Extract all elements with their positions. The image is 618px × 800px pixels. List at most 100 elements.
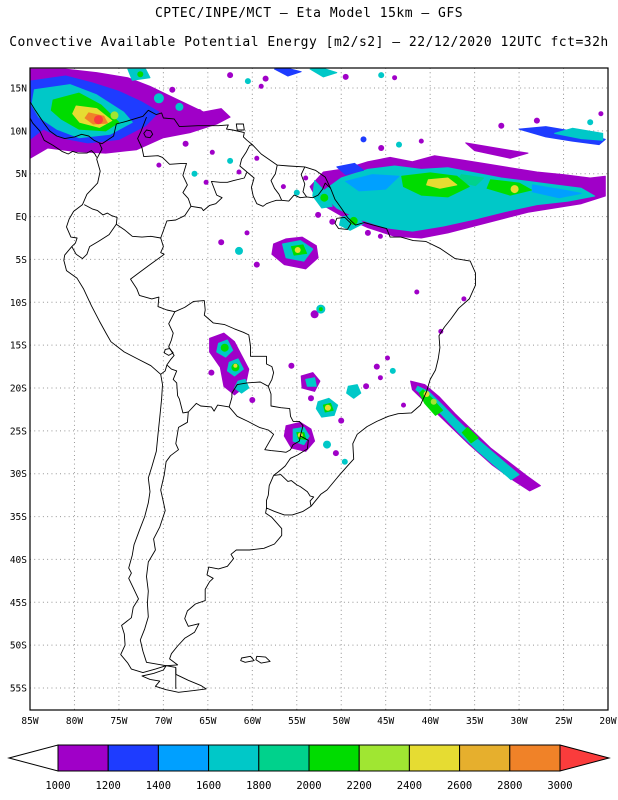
cape-spot-purple <box>533 117 540 124</box>
lat-tick-label: EQ <box>16 212 28 223</box>
figure-title: CPTEC/INPE/MCT — Eta Model 15km — GFS <box>155 6 463 21</box>
cape-spot-purple <box>288 362 295 369</box>
cape-spot-purple <box>385 355 390 361</box>
coast-or-border-line <box>190 171 248 212</box>
cape-region-blue <box>336 162 364 176</box>
lat-tick-label: 10S <box>10 298 27 309</box>
cape-spot-purple <box>364 229 371 236</box>
cape-spot-purple <box>315 211 322 218</box>
colorbar-tick-label: 1600 <box>196 780 221 792</box>
cape-spot-purple <box>169 86 176 93</box>
cape-spot-cyan <box>341 458 348 465</box>
colorbar-segment <box>509 744 561 772</box>
lon-tick-label: 70W <box>155 716 172 727</box>
cape-spot-purple <box>262 75 269 82</box>
cape-spot-cyan <box>396 141 402 148</box>
cape-spot-green <box>318 307 323 312</box>
cape-spot-purple <box>253 261 260 268</box>
lon-tick-label: 45W <box>377 716 394 727</box>
cape-spot-purple <box>308 395 314 402</box>
cape-spot-purple <box>182 140 189 147</box>
coastline-south-america <box>63 109 476 674</box>
coast-or-border-line <box>246 171 282 207</box>
coast-or-border-line <box>300 166 307 198</box>
cape-spot-purple <box>156 162 162 168</box>
cape-region-green <box>486 179 532 196</box>
cape-spot-cyan <box>323 440 331 449</box>
cape-spot-purple <box>598 111 604 117</box>
cape-region-cyan <box>346 384 362 399</box>
cape-spot-green <box>137 71 144 78</box>
colorbar-segment <box>57 744 109 772</box>
coast-or-border-line <box>273 474 315 507</box>
cape-spot-cyan <box>235 246 243 255</box>
cape-spot-yellow_green <box>110 111 119 120</box>
coast-or-border-line <box>281 182 331 202</box>
coast-or-border-line <box>29 117 98 158</box>
colorbar-segment <box>107 744 159 772</box>
coast-or-border-line <box>187 402 230 413</box>
coast-or-border-line <box>270 165 283 201</box>
cape-spot-purple <box>392 75 398 81</box>
lat-tick-label: 15S <box>10 341 27 352</box>
cape-spot-cyan <box>389 367 396 374</box>
cape-shading-layer <box>29 67 606 492</box>
coast-or-border-line <box>228 406 301 453</box>
coast-or-border-line <box>228 381 269 408</box>
lon-tick-label: 20W <box>599 716 616 727</box>
coast-or-border-line <box>266 475 275 508</box>
cape-region-yellow <box>426 177 458 189</box>
cape-spot-purple <box>342 73 349 80</box>
coast-or-border-line <box>137 116 192 207</box>
colorbar-tick-label: 2000 <box>296 780 321 792</box>
coast-or-border-line <box>116 223 165 255</box>
colorbar-right-arrow <box>559 744 611 772</box>
colorbar-tick-label: 1800 <box>246 780 271 792</box>
lon-tick-label: 55W <box>288 716 305 727</box>
lon-tick-label: 65W <box>199 716 216 727</box>
cape-spot-purple <box>377 233 383 239</box>
lon-tick-label: 35W <box>466 716 483 727</box>
cape-spot-cyan <box>227 157 234 164</box>
cape-spot-purple <box>377 375 383 381</box>
coast-or-border-line <box>166 364 189 414</box>
cape-spot-red <box>94 115 103 125</box>
cape-spot-purple <box>378 145 385 151</box>
island-or-lake-outline <box>255 655 271 664</box>
colorbar-tick-label: 2200 <box>347 780 372 792</box>
coast-or-border-line <box>130 253 175 313</box>
cape-region-purple <box>465 142 529 159</box>
colorbar-segment <box>408 744 461 772</box>
lat-tick-label: 50S <box>10 641 27 652</box>
cape-spot-purple <box>218 112 225 119</box>
cape-spot-purple <box>310 310 319 319</box>
lat-tick-label: 45S <box>10 598 27 609</box>
cape-spot-purple <box>461 296 467 302</box>
coast-or-border-line <box>160 311 176 375</box>
map-frame <box>29 67 609 711</box>
lat-tick-label: 40S <box>10 555 27 566</box>
cape-spot-cyan <box>153 93 164 104</box>
cape-region-cyan <box>309 67 338 78</box>
coastline-tierra-del-fuego <box>141 665 207 693</box>
axis-labels-layer: 85W 80W 75W 70W 65W 60W 55W 50W 45W 40W 35W 30W 25W 2… <box>10 84 617 728</box>
frame-layer <box>29 67 609 711</box>
cape-spot-cyan <box>191 170 198 177</box>
cape-spot-purple <box>209 149 215 155</box>
cape-spot-green <box>320 193 329 202</box>
colorbar-tick-label: 1000 <box>45 780 70 792</box>
colorbar-tick-label: 2800 <box>497 780 522 792</box>
cape-spot-purple <box>244 230 250 236</box>
cape-spot-purple <box>329 218 336 225</box>
cape-spot-yellow_green <box>430 398 437 405</box>
cape-region-blue <box>274 67 302 77</box>
cape-spot-purple <box>332 450 339 457</box>
colorbar-segment <box>358 744 410 772</box>
lat-tick-label: 35S <box>10 512 27 523</box>
cape-spot-purple <box>218 239 225 246</box>
colorbar-segment <box>208 744 260 772</box>
island-or-lake-outline <box>235 123 245 131</box>
colorbar-left-arrow <box>7 744 59 772</box>
lat-tick-label: 15N <box>10 84 27 95</box>
